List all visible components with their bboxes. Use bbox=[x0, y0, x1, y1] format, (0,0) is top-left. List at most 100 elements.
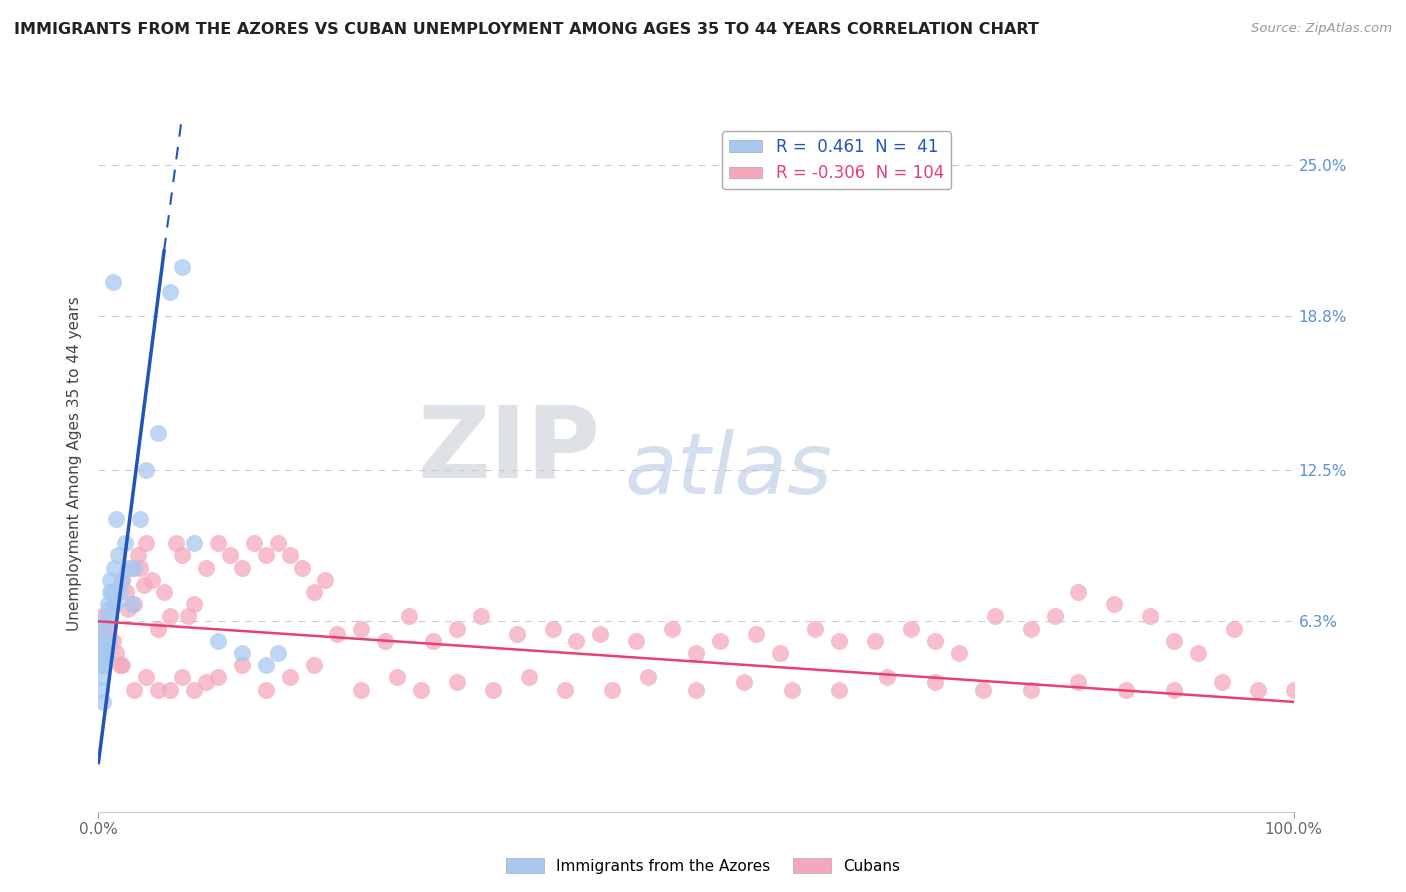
Point bbox=[278, 549, 301, 563]
Point bbox=[183, 536, 205, 550]
Point bbox=[231, 658, 253, 673]
Point bbox=[97, 602, 120, 616]
Point bbox=[96, 609, 118, 624]
Point bbox=[207, 536, 229, 550]
Point bbox=[948, 646, 970, 660]
Point bbox=[124, 597, 146, 611]
Point bbox=[148, 426, 170, 441]
Point bbox=[89, 658, 111, 673]
Point bbox=[135, 536, 157, 550]
Point bbox=[108, 585, 131, 599]
Point bbox=[1102, 597, 1125, 611]
Point bbox=[1211, 675, 1233, 690]
Point bbox=[1115, 682, 1137, 697]
Point bbox=[183, 597, 205, 611]
Point bbox=[127, 549, 149, 563]
Point bbox=[1282, 682, 1305, 697]
Point bbox=[446, 675, 468, 690]
Point bbox=[219, 549, 242, 563]
Point bbox=[105, 512, 128, 526]
Point bbox=[924, 633, 946, 648]
Point bbox=[177, 609, 200, 624]
Point bbox=[315, 573, 337, 587]
Point bbox=[602, 682, 624, 697]
Point bbox=[290, 560, 312, 574]
Point bbox=[1163, 633, 1185, 648]
Point bbox=[302, 658, 325, 673]
Point bbox=[98, 585, 121, 599]
Point bbox=[411, 682, 433, 697]
Point bbox=[100, 585, 122, 599]
Y-axis label: Unemployment Among Ages 35 to 44 years: Unemployment Among Ages 35 to 44 years bbox=[67, 296, 83, 632]
Point bbox=[565, 633, 588, 648]
Point bbox=[1019, 682, 1042, 697]
Point bbox=[374, 633, 396, 648]
Point bbox=[104, 597, 127, 611]
Point bbox=[589, 626, 612, 640]
Point bbox=[96, 646, 118, 660]
Point bbox=[422, 633, 444, 648]
Point bbox=[124, 682, 146, 697]
Point bbox=[172, 670, 194, 684]
Point bbox=[194, 560, 218, 574]
Point bbox=[876, 670, 898, 684]
Point bbox=[1019, 622, 1042, 636]
Point bbox=[111, 573, 134, 587]
Point bbox=[91, 695, 114, 709]
Point bbox=[93, 626, 115, 640]
Point bbox=[159, 682, 181, 697]
Point bbox=[101, 275, 124, 289]
Point bbox=[385, 670, 409, 684]
Text: atlas: atlas bbox=[624, 429, 832, 512]
Point bbox=[1222, 622, 1246, 636]
Point bbox=[302, 585, 325, 599]
Point bbox=[1043, 609, 1066, 624]
Point bbox=[745, 626, 768, 640]
Point bbox=[231, 560, 253, 574]
Point bbox=[91, 609, 114, 624]
Point bbox=[89, 646, 111, 660]
Point bbox=[709, 633, 731, 648]
Point bbox=[111, 573, 134, 587]
Point bbox=[828, 633, 851, 648]
Point bbox=[231, 646, 253, 660]
Legend: Immigrants from the Azores, Cubans: Immigrants from the Azores, Cubans bbox=[499, 852, 907, 880]
Point bbox=[172, 549, 194, 563]
Point bbox=[183, 682, 205, 697]
Point bbox=[780, 682, 803, 697]
Point bbox=[111, 658, 134, 673]
Point bbox=[96, 633, 118, 648]
Point bbox=[98, 609, 122, 624]
Point bbox=[350, 622, 373, 636]
Point bbox=[924, 675, 946, 690]
Point bbox=[107, 549, 129, 563]
Point bbox=[254, 682, 277, 697]
Point bbox=[121, 560, 143, 574]
Text: ZIP: ZIP bbox=[418, 401, 600, 499]
Point bbox=[108, 658, 131, 673]
Point bbox=[828, 682, 851, 697]
Point bbox=[135, 670, 157, 684]
Point bbox=[98, 573, 122, 587]
Point bbox=[267, 646, 290, 660]
Point bbox=[517, 670, 540, 684]
Point bbox=[172, 260, 194, 275]
Point bbox=[91, 633, 114, 648]
Point bbox=[94, 616, 117, 631]
Point bbox=[768, 646, 790, 660]
Point bbox=[135, 463, 157, 477]
Point bbox=[637, 670, 659, 684]
Point bbox=[98, 622, 121, 636]
Point bbox=[900, 622, 922, 636]
Point bbox=[153, 585, 176, 599]
Point bbox=[105, 646, 128, 660]
Point bbox=[93, 646, 115, 660]
Point bbox=[194, 675, 218, 690]
Text: IMMIGRANTS FROM THE AZORES VS CUBAN UNEMPLOYMENT AMONG AGES 35 TO 44 YEARS CORRE: IMMIGRANTS FROM THE AZORES VS CUBAN UNEM… bbox=[14, 22, 1039, 37]
Point bbox=[470, 609, 492, 624]
Point bbox=[114, 536, 136, 550]
Legend: R =  0.461  N =  41, R = -0.306  N = 104: R = 0.461 N = 41, R = -0.306 N = 104 bbox=[723, 131, 950, 189]
Point bbox=[159, 285, 181, 299]
Point bbox=[626, 633, 648, 648]
Point bbox=[481, 682, 505, 697]
